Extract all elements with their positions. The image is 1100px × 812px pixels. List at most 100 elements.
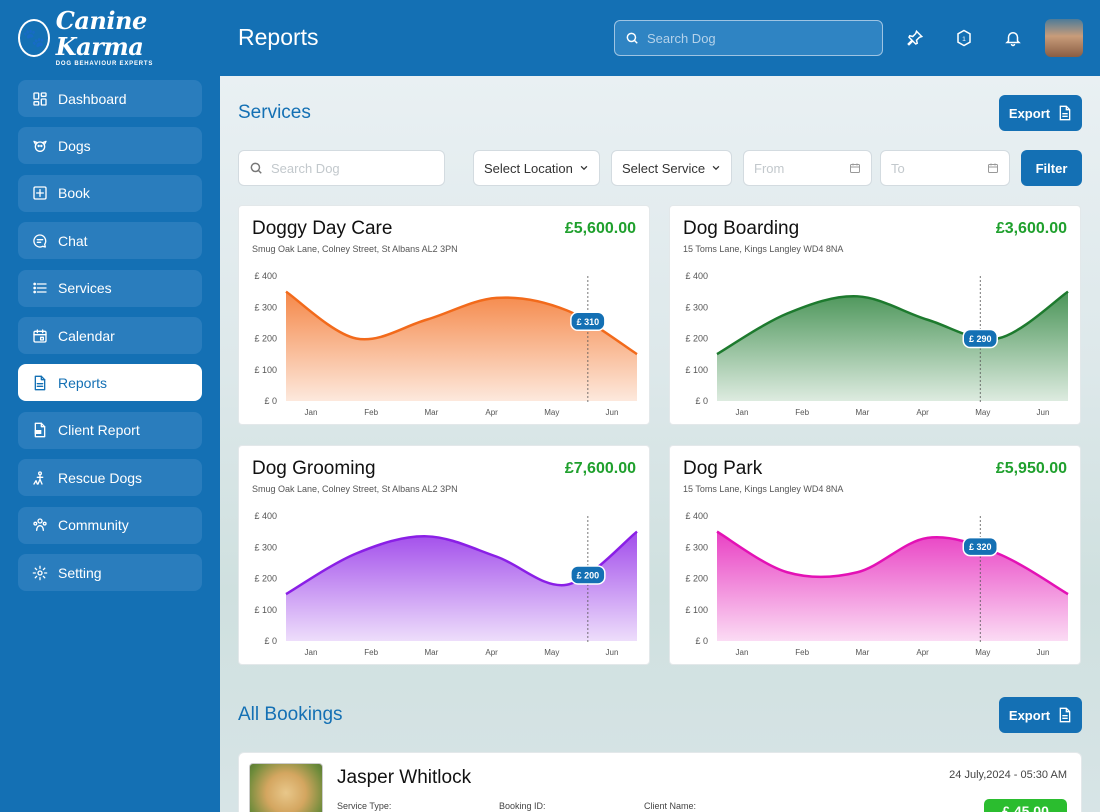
dog-photo	[249, 763, 323, 812]
dashboard-icon	[32, 91, 48, 107]
service-chart-card[interactable]: Dog Grooming Smug Oak Lane, Colney Street…	[238, 445, 650, 665]
x-tick-label: Apr	[485, 408, 498, 417]
x-tick-label: Jan	[736, 648, 749, 657]
x-tick-label: Mar	[425, 648, 439, 657]
brand-logo[interactable]: 🐾 Canine Karma DOG BEHAVIOUR EXPERTS	[18, 8, 208, 67]
document-icon	[1059, 105, 1071, 121]
card-amount: £7,600.00	[564, 460, 636, 477]
series-line	[716, 530, 1069, 596]
series-area	[717, 291, 1068, 401]
sidebar-item-label: Services	[58, 280, 112, 297]
sidebar-item-label: Chat	[58, 232, 88, 249]
filter-button[interactable]: Filter	[1021, 150, 1082, 186]
sidebar-item-community[interactable]: Community	[18, 506, 202, 544]
card-address: 15 Toms Lane, Kings Langley WD4 8NA	[683, 484, 844, 494]
sidebar-item-reports[interactable]: Reports	[18, 364, 202, 402]
sidebar-item-rescue-dogs[interactable]: Rescue Dogs	[18, 459, 202, 497]
y-tick-label: £ 300	[685, 542, 708, 552]
value-tooltip: £ 320	[962, 536, 998, 557]
search-icon	[626, 32, 638, 44]
value-tooltip: £ 290	[962, 328, 998, 349]
sidebar-item-label: Dashboard	[58, 90, 127, 107]
services-search-input[interactable]	[271, 160, 421, 176]
service-select[interactable]: Select Service	[611, 150, 732, 186]
x-tick-label: Jun	[1037, 648, 1050, 657]
y-tick-label: £ 100	[254, 605, 277, 615]
card-amount: £3,600.00	[995, 220, 1067, 237]
booking-card[interactable]: Jasper Whitlock 24 July,2024 - 05:30 AM …	[238, 752, 1082, 812]
bookings-section-title: All Bookings	[238, 704, 343, 725]
sidebar-item-setting[interactable]: Setting	[18, 554, 202, 591]
gear-icon	[32, 565, 48, 581]
services-export-button[interactable]: Export	[999, 95, 1082, 131]
calendar-icon	[850, 163, 860, 173]
list-icon	[32, 280, 48, 296]
sidebar-item-client-report[interactable]: Client Report	[18, 411, 202, 449]
x-tick-label: Jan	[736, 408, 749, 417]
header-search[interactable]	[614, 20, 883, 56]
export-label: Export	[1008, 707, 1051, 723]
services-search[interactable]	[238, 150, 445, 186]
sidebar-item-services[interactable]: Services	[18, 269, 202, 307]
sidebar-item-label: Community	[58, 517, 129, 534]
y-tick-label: £ 300	[685, 302, 708, 312]
x-tick-label: Mar	[856, 408, 870, 417]
svg-text:1: 1	[962, 36, 966, 43]
x-tick-label: Feb	[364, 408, 378, 417]
pin-icon[interactable]	[905, 28, 925, 48]
card-title: Dog Park	[683, 458, 763, 479]
x-tick-label: Jun	[606, 648, 619, 657]
location-select-label: Select Location	[484, 160, 573, 176]
bell-icon[interactable]	[1003, 28, 1023, 48]
x-tick-label: Apr	[916, 648, 929, 657]
y-tick-label: £ 400	[685, 271, 708, 281]
card-address: 15 Toms Lane, Kings Langley WD4 8NA	[683, 244, 844, 254]
shield-icon[interactable]: 1	[954, 28, 974, 48]
sidebar-item-label: Calendar	[58, 327, 115, 344]
to-date-input[interactable]: To	[880, 150, 1010, 186]
sidebar-item-dogs[interactable]: Dogs	[18, 127, 202, 165]
service-chart-card[interactable]: Doggy Day Care Smug Oak Lane, Colney Stre…	[238, 205, 650, 425]
x-tick-label: Apr	[916, 408, 929, 417]
chevron-down-icon	[712, 165, 720, 171]
bookings-export-button[interactable]: Export	[999, 697, 1082, 733]
x-tick-label: Apr	[485, 648, 498, 657]
x-tick-label: May	[544, 408, 559, 417]
sidebar-item-calendar[interactable]: Calendar	[18, 317, 202, 354]
area-chart: £ 0 £ 100 £ 200 £ 300 £ 400 Jan Feb Mar Apr May Ju…	[685, 271, 1069, 417]
sidebar-item-dashboard[interactable]: Dashboard	[18, 80, 202, 117]
value-tooltip: £ 310	[570, 311, 606, 332]
y-tick-label: £ 100	[685, 365, 708, 375]
x-tick-label: Jan	[305, 648, 318, 657]
service-type-label: Service Type:	[337, 801, 392, 811]
header-search-input[interactable]	[647, 30, 867, 46]
from-date-input[interactable]: From	[743, 150, 872, 186]
y-tick-label: £ 0	[695, 636, 708, 646]
pdf-icon	[32, 422, 48, 438]
location-select[interactable]: Select Location	[473, 150, 600, 186]
sidebar-item-label: Rescue Dogs	[58, 469, 143, 486]
y-tick-label: £ 400	[254, 511, 277, 521]
avatar[interactable]	[1045, 19, 1083, 57]
rescue-icon	[32, 470, 48, 486]
sidebar-item-book[interactable]: Book	[18, 174, 202, 212]
brand-tagline: DOG BEHAVIOUR EXPERTS	[55, 61, 154, 67]
area-chart: £ 0 £ 100 £ 200 £ 300 £ 400 Jan Feb Mar Apr May Ju…	[254, 511, 638, 657]
sidebar-item-chat[interactable]: Chat	[18, 222, 202, 260]
paw-logo-icon: 🐾	[18, 19, 50, 57]
sidebar: 🐾 Canine Karma DOG BEHAVIOUR EXPERTS Das…	[0, 0, 220, 812]
x-tick-label: Jun	[606, 408, 619, 417]
service-chart-card[interactable]: Dog Boarding 15 Toms Lane, Kings Langley …	[669, 205, 1081, 425]
booking-price-badge: £ 45.00	[984, 799, 1067, 812]
to-date-placeholder: To	[891, 160, 905, 176]
service-chart-card[interactable]: Dog Park 15 Toms Lane, Kings Langley WD4 …	[669, 445, 1081, 665]
y-tick-label: £ 0	[695, 396, 708, 406]
y-tick-label: £ 200	[685, 334, 708, 344]
booking-dog-name: Jasper Whitlock	[337, 767, 472, 788]
page-title: Reports	[238, 24, 319, 50]
chat-icon	[32, 233, 48, 249]
sidebar-item-label: Setting	[58, 564, 102, 581]
sidebar-item-label: Book	[58, 185, 90, 202]
sidebar-item-label: Reports	[58, 374, 108, 391]
main-content: Services Export Select Location Select S…	[220, 76, 1100, 812]
